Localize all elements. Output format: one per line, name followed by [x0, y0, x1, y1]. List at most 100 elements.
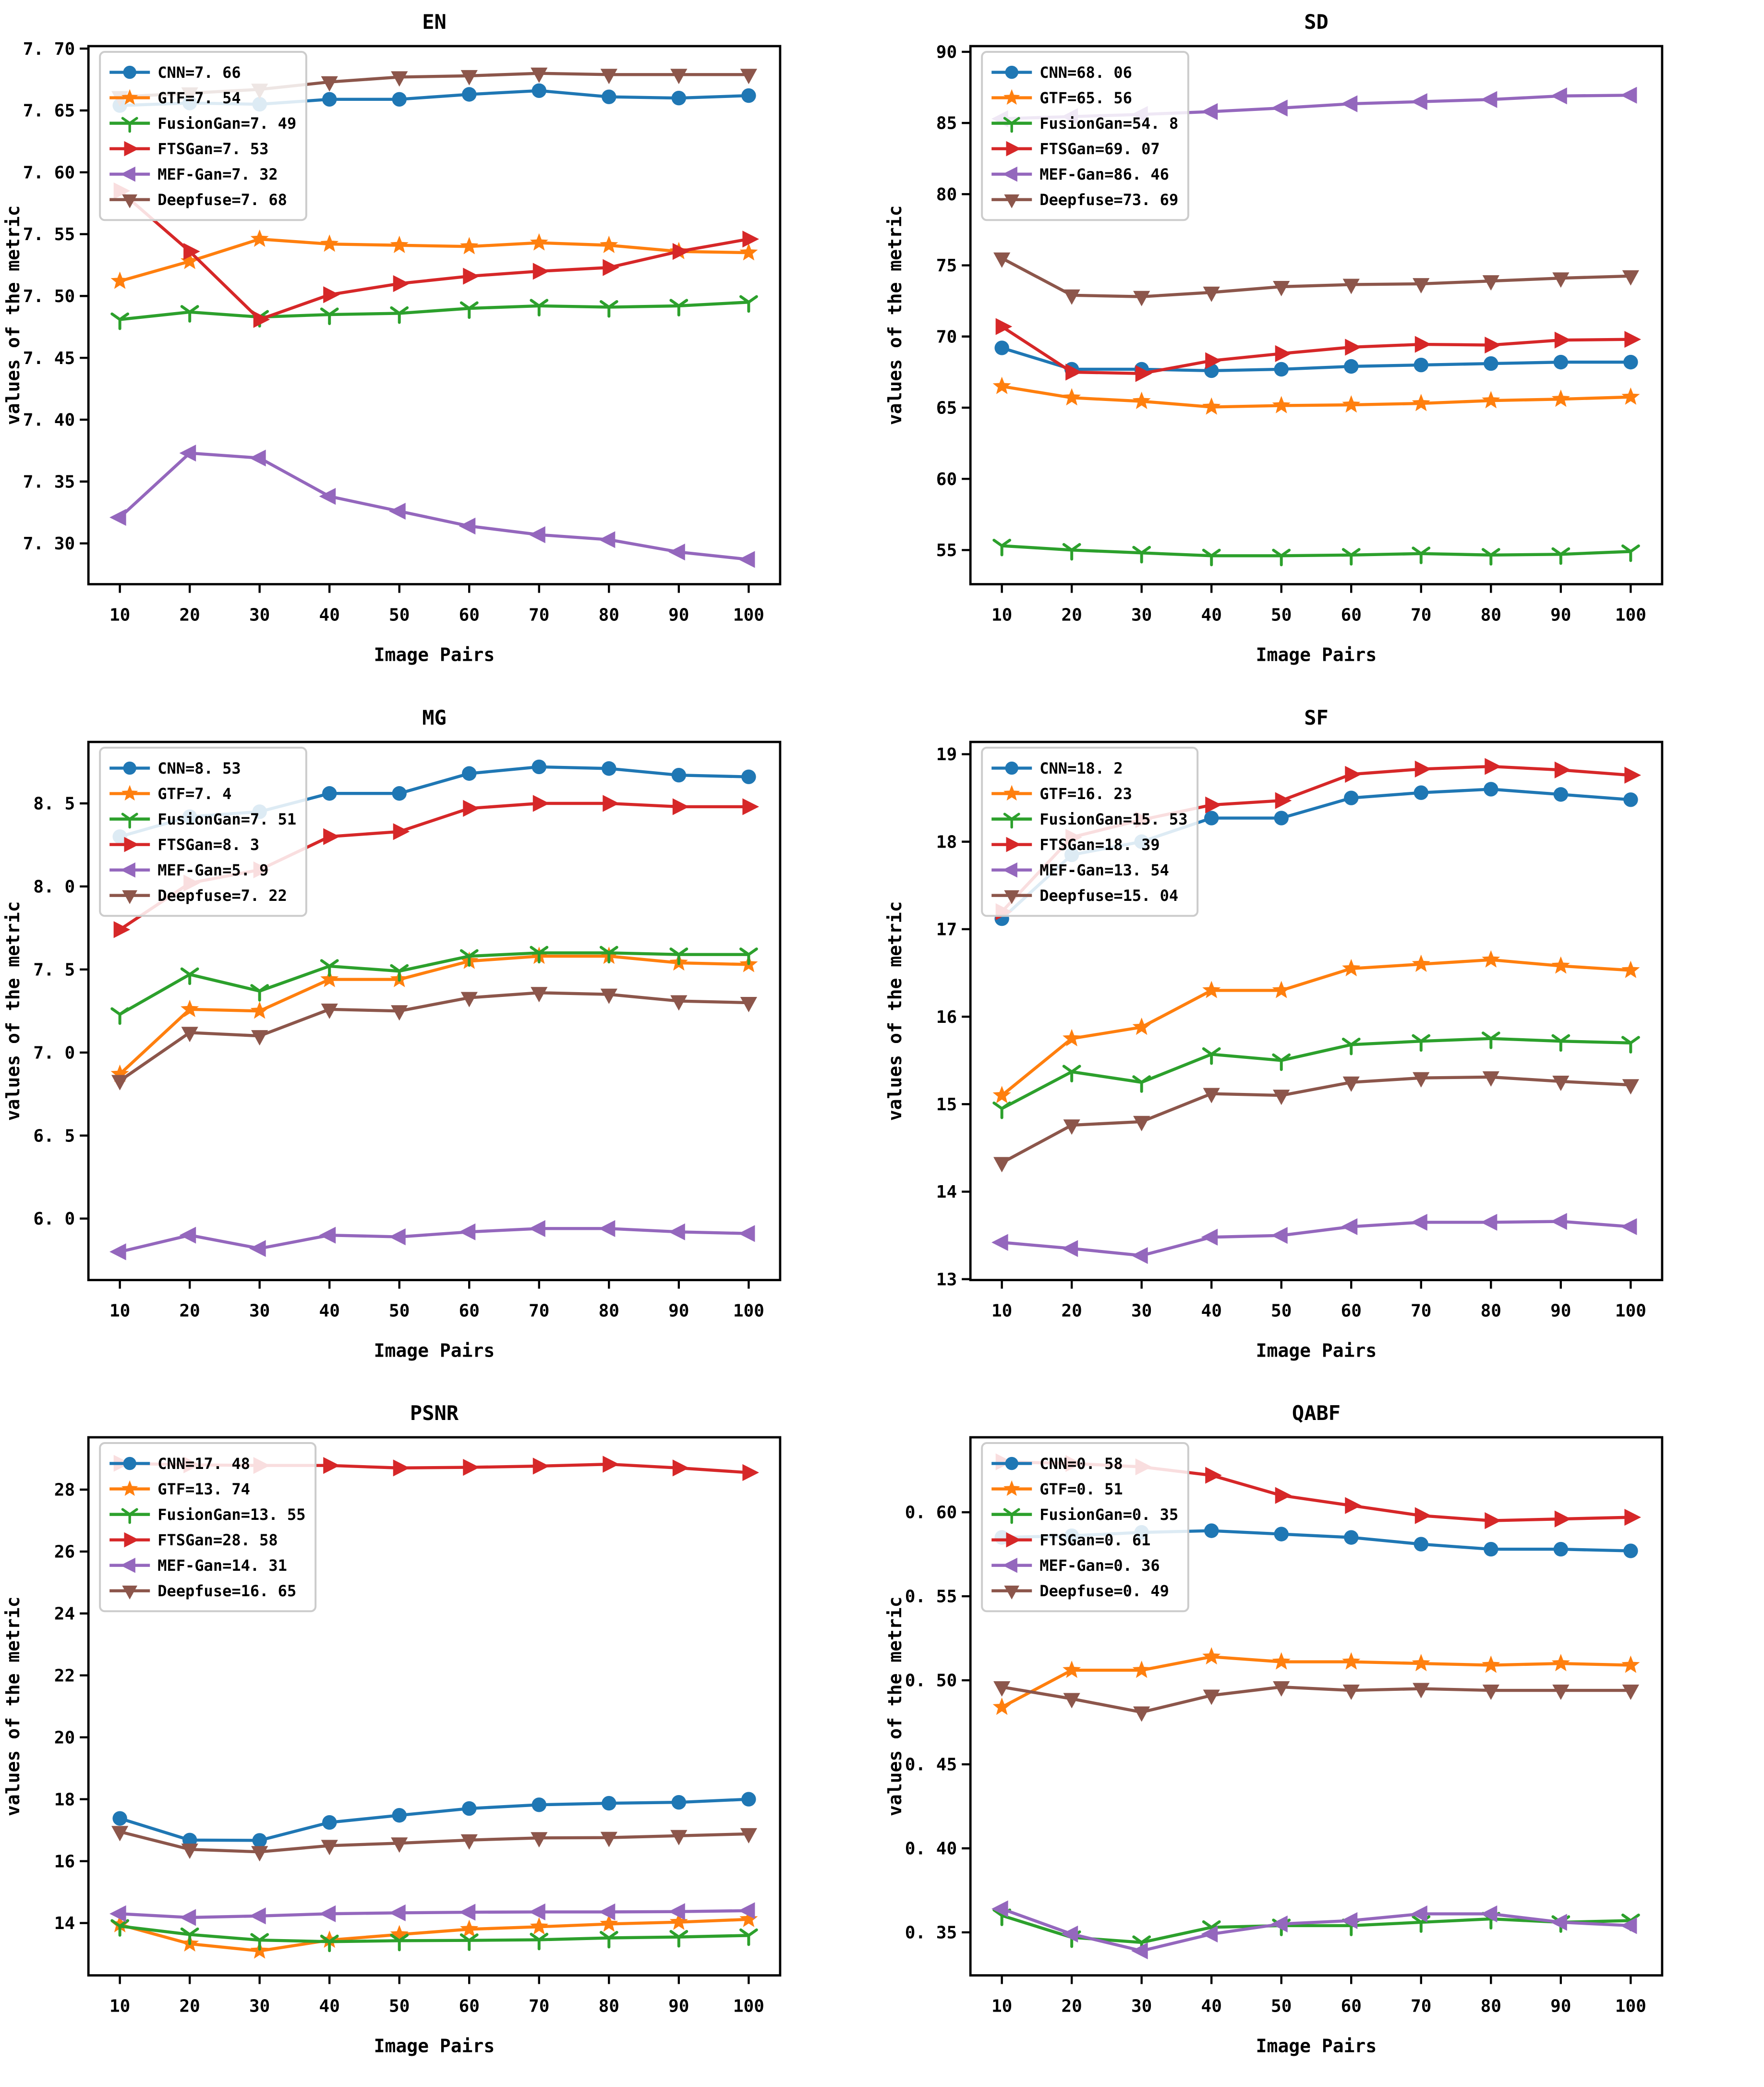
chart-title: EN — [422, 10, 447, 34]
x-tick-label: 90 — [1550, 1997, 1571, 2016]
circle-marker — [123, 761, 136, 775]
star-marker — [992, 376, 1011, 394]
right-marker — [995, 318, 1013, 335]
tridown-marker — [121, 117, 138, 133]
tridown-marker — [1132, 546, 1151, 564]
circle-marker — [322, 786, 337, 801]
y-tick-label: 7. 60 — [23, 163, 75, 182]
star-marker — [1342, 395, 1361, 413]
tridown-marker — [992, 1101, 1012, 1119]
tridown-marker — [1341, 548, 1361, 566]
x-tick-label: 90 — [668, 1997, 689, 2016]
left-marker — [738, 551, 755, 568]
star-marker — [1132, 1661, 1151, 1678]
legend-label: FusionGan=7. 49 — [157, 114, 296, 133]
x-tick-label: 50 — [389, 606, 410, 625]
series-FusionGan — [110, 295, 758, 330]
left-marker — [1341, 1218, 1358, 1235]
chart-canvas-SD: 55 60 65 70 75 80 85 90 10 20 30 40 50 60 70 80 90 100 SD I… — [882, 0, 1764, 696]
circle-marker — [462, 87, 477, 102]
series-line-Deepfuse — [1001, 1075, 1631, 1164]
left-marker — [668, 1223, 685, 1240]
circle-marker — [671, 767, 687, 783]
star-marker — [1272, 396, 1291, 413]
legend-label: MEF-Gan=5. 9 — [157, 861, 268, 879]
tridown-marker — [669, 1930, 689, 1948]
legend-label: FusionGan=0. 35 — [1039, 1505, 1178, 1524]
legend-label: FusionGan=15. 53 — [1039, 810, 1187, 828]
y-tick-label: 19 — [936, 745, 957, 764]
left-marker — [1271, 1226, 1288, 1244]
left-marker — [991, 1234, 1008, 1251]
down-marker — [1004, 1586, 1020, 1600]
circle-marker — [1344, 359, 1359, 374]
x-tick-label: 70 — [1411, 606, 1431, 625]
star-marker — [1063, 388, 1081, 406]
y-axis-label: values of the metric — [2, 206, 24, 425]
y-tick-label: 0. 50 — [905, 1671, 957, 1691]
series-line-Deepfuse — [1001, 256, 1631, 298]
legend-label: FTSGan=69. 07 — [1039, 140, 1160, 158]
circle-marker — [322, 92, 337, 107]
right-marker — [1554, 761, 1571, 778]
legend-item-FusionGan: FusionGan=7. 49 — [109, 114, 296, 133]
star-marker — [1551, 956, 1570, 974]
y-tick-label: 0. 55 — [905, 1587, 957, 1607]
x-tick-label: 50 — [1271, 606, 1292, 625]
left-marker — [459, 517, 476, 535]
down-marker — [993, 1157, 1011, 1173]
star-marker — [320, 1930, 339, 1948]
x-tick-label: 20 — [179, 606, 200, 625]
down-marker — [181, 1844, 198, 1859]
down-marker — [251, 1846, 268, 1862]
right-marker — [393, 1459, 410, 1477]
y-axis: 6. 0 6. 5 7. 0 7. 5 8. 0 8. 5 — [33, 794, 89, 1229]
left-marker — [1550, 87, 1567, 105]
x-tick-label: 20 — [1061, 1997, 1082, 2016]
x-tick-label: 80 — [1481, 1301, 1501, 1321]
series-line-Deepfuse — [119, 1830, 749, 1854]
right-marker — [1345, 765, 1362, 783]
circle-marker — [1414, 357, 1428, 373]
down-marker — [391, 71, 408, 87]
star-marker — [1621, 387, 1640, 405]
down-marker — [1342, 1685, 1360, 1700]
chart-slot-psnr: 14 16 18 20 22 24 26 28 10 20 30 40 50 60 70 80 90 100 PSN… — [0, 1391, 882, 2087]
tridown-marker — [320, 959, 339, 977]
series-line-GTF — [119, 1917, 749, 1953]
y-tick-label: 60 — [936, 470, 957, 489]
tridown-marker — [320, 1934, 339, 1953]
down-marker — [1622, 1685, 1639, 1700]
down-marker — [122, 194, 138, 208]
legend-label: CNN=7. 66 — [157, 63, 241, 82]
right-marker — [1275, 1487, 1292, 1505]
circle-marker — [1274, 811, 1289, 825]
series-line-FusionGan — [120, 301, 749, 321]
left-marker — [179, 444, 196, 462]
legend-item-FusionGan: FusionGan=13. 55 — [109, 1505, 305, 1524]
left-marker — [1271, 99, 1288, 117]
down-marker — [391, 1005, 408, 1020]
legend-box — [99, 746, 307, 917]
tridown-marker — [1412, 1034, 1431, 1052]
y-axis-label: values of the metric — [2, 1597, 24, 1817]
x-tick-label: 60 — [459, 606, 480, 625]
star-marker — [320, 234, 339, 252]
star-marker — [1063, 1029, 1081, 1046]
series-line-FTSGan — [119, 190, 749, 321]
legend-label: GTF=13. 74 — [157, 1480, 250, 1498]
right-marker — [1554, 331, 1571, 349]
y-tick-label: 65 — [936, 399, 957, 418]
star-marker — [1003, 785, 1020, 801]
series-FusionGan — [992, 538, 1640, 567]
star-marker — [530, 233, 548, 251]
left-marker — [1131, 1942, 1148, 1960]
left-marker — [1620, 1218, 1637, 1235]
legend-box — [981, 51, 1189, 221]
series-line-MEF-Gan — [119, 1226, 749, 1253]
tridown-marker — [669, 947, 689, 965]
star-marker — [992, 1698, 1011, 1715]
x-axis-label: Image Pairs — [374, 1340, 495, 1361]
star-marker — [1551, 1654, 1570, 1672]
down-marker — [1133, 1116, 1150, 1131]
